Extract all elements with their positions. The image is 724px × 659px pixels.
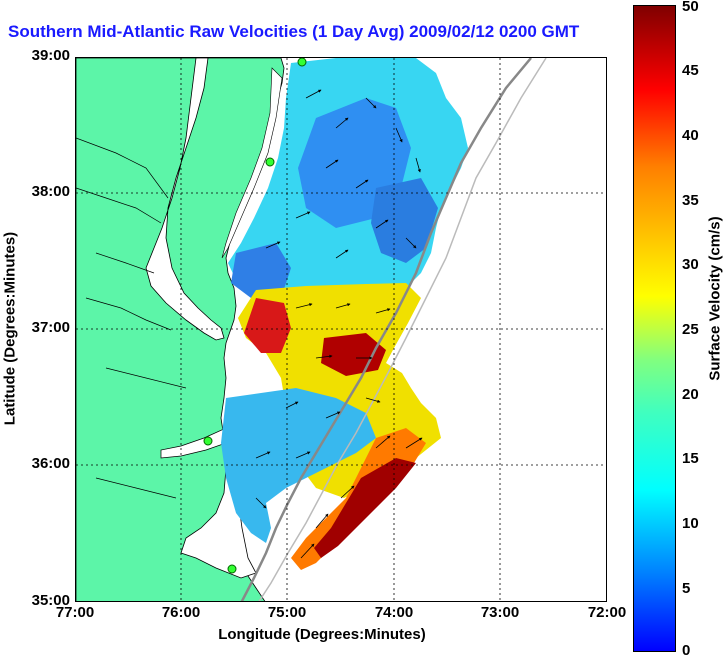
colorbar	[633, 5, 676, 652]
lon-tick-label: 75:00	[267, 604, 307, 621]
station-marker	[265, 157, 275, 167]
colorbar-tick: 45	[682, 62, 699, 79]
colorbar-tick: 5	[682, 580, 691, 597]
colorbar-label: Surface Velocity (cm/s)	[706, 216, 724, 381]
velocity-arrows	[255, 89, 423, 559]
bathymetry-contour	[240, 58, 532, 601]
colorbar-tick: 40	[682, 127, 699, 144]
albemarle-sound	[160, 427, 227, 459]
river-inlet	[76, 137, 187, 499]
colorbar-tick: 35	[682, 192, 699, 209]
map-plot-area	[75, 57, 607, 602]
lon-tick-label: 73:00	[480, 604, 520, 621]
station-marker	[227, 564, 237, 574]
velocity-field-red	[321, 333, 386, 376]
lat-tick-label: 39:00	[31, 47, 70, 64]
colorbar-tick: 25	[682, 321, 699, 338]
lon-tick-label: 76:00	[161, 604, 201, 621]
velocity-field-south	[221, 388, 376, 543]
lon-tick-label: 74:00	[374, 604, 414, 621]
bathymetry-contour	[258, 58, 547, 601]
velocity-field-red	[244, 298, 291, 353]
lat-tick-label: 38:00	[31, 183, 70, 200]
chesapeake-bay	[145, 58, 225, 341]
velocity-field-west	[231, 243, 291, 298]
map-title: Southern Mid-Atlantic Raw Velocities (1 …	[8, 22, 580, 41]
y-axis-label: Latitude (Degrees:Minutes)	[1, 231, 19, 426]
radar-stations	[203, 58, 307, 574]
x-axis-label: Longitude (Degrees:Minutes)	[218, 626, 426, 643]
lon-tick-label: 72:00	[587, 604, 627, 621]
colorbar-tick: 20	[682, 386, 699, 403]
velocity-field-red	[314, 458, 416, 558]
map-svg	[76, 58, 606, 601]
colorbar-tick: 30	[682, 256, 699, 273]
colorbar-tick: 50	[682, 0, 699, 15]
lat-tick-label: 36:00	[31, 455, 70, 472]
station-marker	[203, 436, 213, 446]
lat-tick-label: 37:00	[31, 319, 70, 336]
lat-tick-label: 35:00	[31, 592, 70, 609]
colorbar-tick: 15	[682, 450, 699, 467]
colorbar-tick: 0	[682, 642, 691, 659]
velocity-field-east	[371, 178, 438, 263]
lon-tick-label: 77:00	[55, 604, 95, 621]
coastal-water	[221, 67, 283, 259]
grid-lines	[76, 58, 606, 601]
colorbar-tick: 10	[682, 515, 699, 532]
station-marker	[297, 58, 307, 67]
